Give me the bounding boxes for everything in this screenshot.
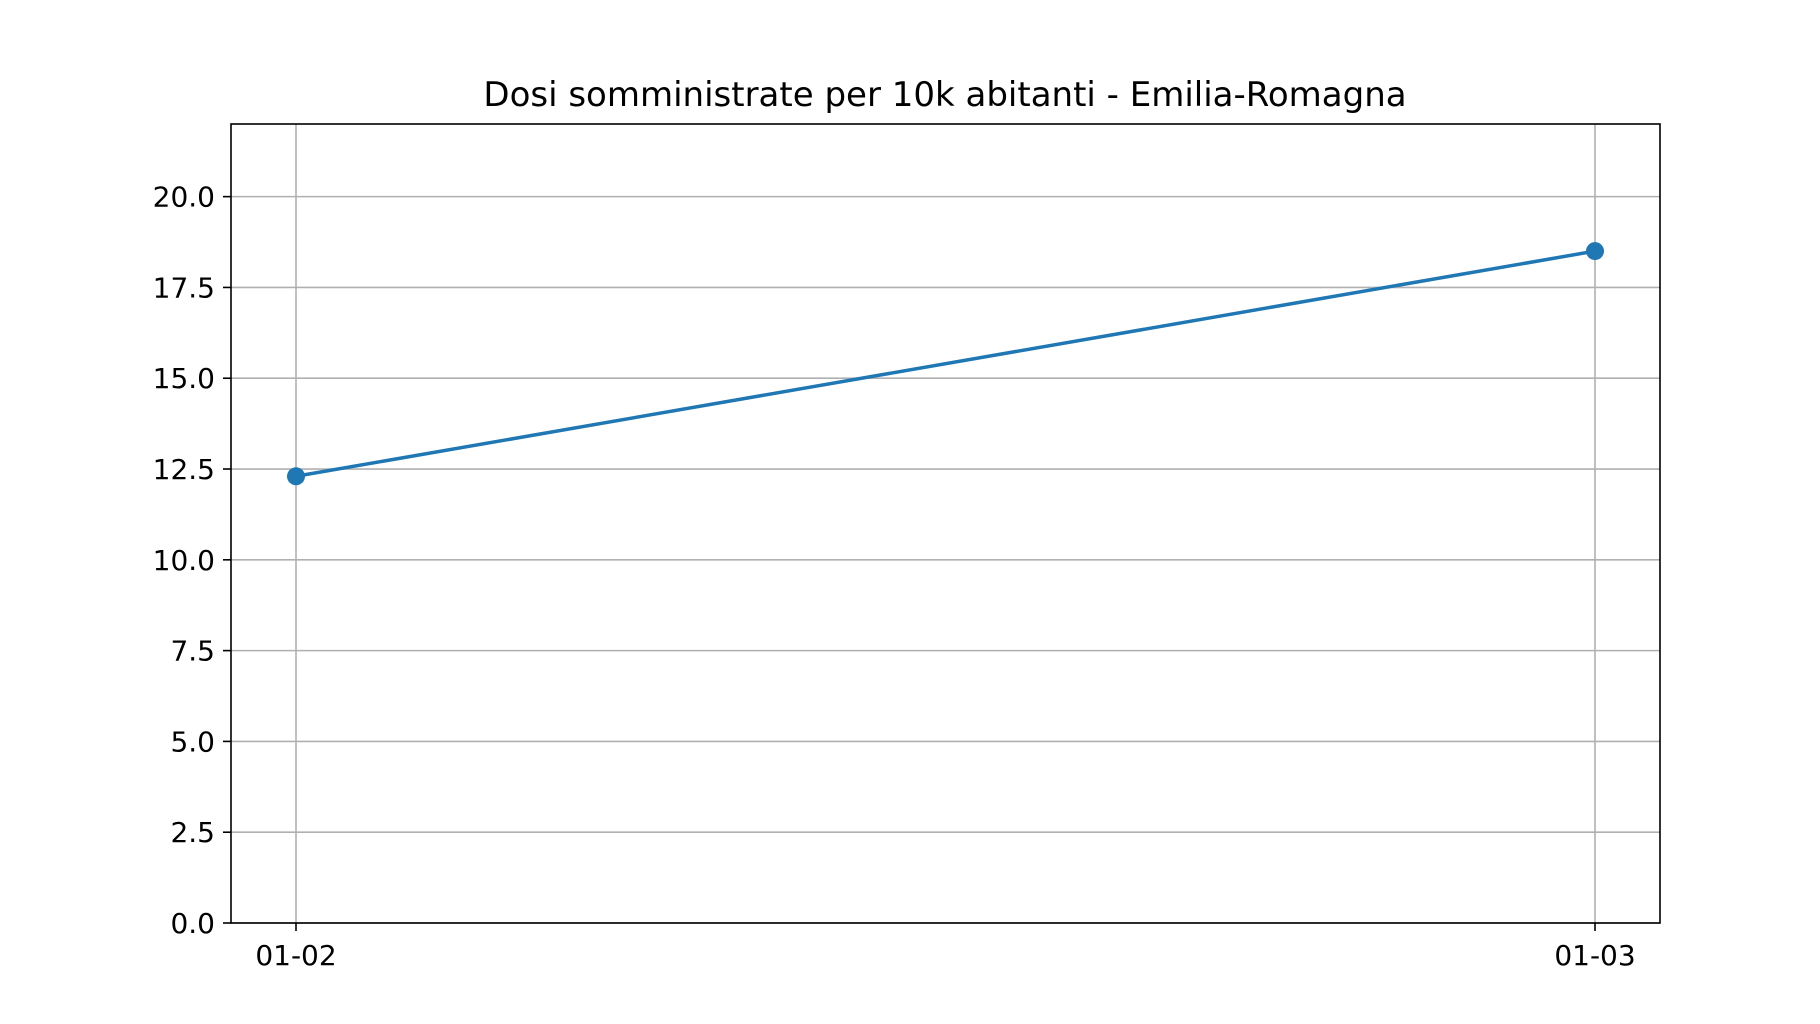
data-point (1586, 242, 1604, 261)
x-tick-label: 01-02 (255, 939, 336, 972)
y-tick-label: 20.0 (153, 181, 215, 214)
data-point (287, 467, 305, 486)
axis-ticks: 0.0 2.5 5.0 7.5 10.0 12.5 15.0 17.5 20.0 01-02 01-… (153, 181, 1636, 972)
x-tick-label: 01-03 (1554, 939, 1635, 972)
y-tick-label: 10.0 (153, 544, 215, 577)
y-tick-label: 0.0 (170, 907, 215, 940)
y-tick-label: 2.5 (170, 816, 215, 849)
y-tick-label: 12.5 (153, 453, 215, 486)
series-layer (287, 242, 1604, 486)
y-tick-label: 5.0 (170, 725, 215, 758)
y-tick-label: 7.5 (170, 635, 215, 668)
series-line (294, 249, 1597, 479)
grid-lines (231, 124, 1660, 924)
chart-title: Dosi somministrate per 10k abitanti - Em… (483, 75, 1406, 115)
y-tick-label: 15.0 (153, 362, 215, 395)
plot-frame (230, 123, 1661, 924)
y-tick-label: 17.5 (153, 271, 215, 304)
plot-area-background (231, 124, 1660, 923)
